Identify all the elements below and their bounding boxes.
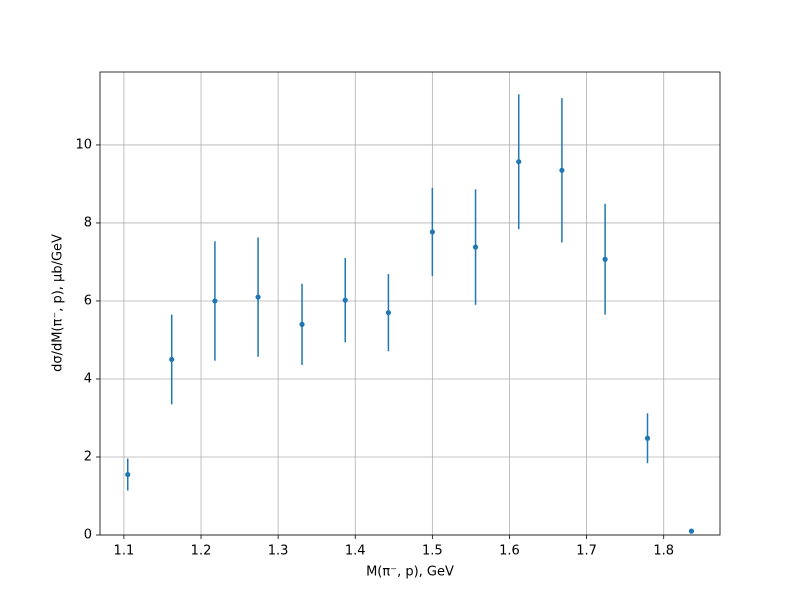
y-tick-label: 8 [84, 215, 92, 230]
data-point [688, 528, 695, 534]
data-point [516, 159, 522, 165]
x-tick-label: 1.5 [422, 544, 443, 559]
y-tick-label: 6 [84, 293, 92, 308]
data-point [429, 229, 435, 235]
y-tick-label: 2 [84, 449, 92, 464]
x-tick-label: 1.2 [191, 544, 212, 559]
x-tick-label: 1.3 [268, 544, 289, 559]
plot-frame [99, 71, 721, 536]
x-tick-label: 1.7 [576, 544, 597, 559]
y-axis-label: dσ/dM(π⁻, p), μb/GeV [51, 234, 66, 372]
y-tick-label: 4 [84, 371, 92, 386]
data-point [342, 297, 348, 303]
y-tick-label: 0 [84, 528, 92, 543]
y-tick-label: 10 [75, 137, 92, 152]
data-point [255, 294, 261, 300]
data-point [602, 256, 608, 262]
data-point [644, 435, 651, 441]
data-point [472, 244, 479, 250]
x-tick-label: 1.8 [653, 544, 674, 559]
data-point [169, 356, 175, 363]
x-tick-label: 1.6 [499, 544, 520, 559]
data-point [125, 471, 131, 478]
x-axis-label: M(π⁻, p), GeV [366, 565, 454, 580]
data-point [385, 310, 392, 316]
x-tick-label: 1.1 [114, 544, 135, 559]
data-point [212, 298, 218, 304]
x-tick-label: 1.4 [345, 544, 366, 559]
data-point [299, 321, 305, 327]
data-point [559, 167, 565, 173]
